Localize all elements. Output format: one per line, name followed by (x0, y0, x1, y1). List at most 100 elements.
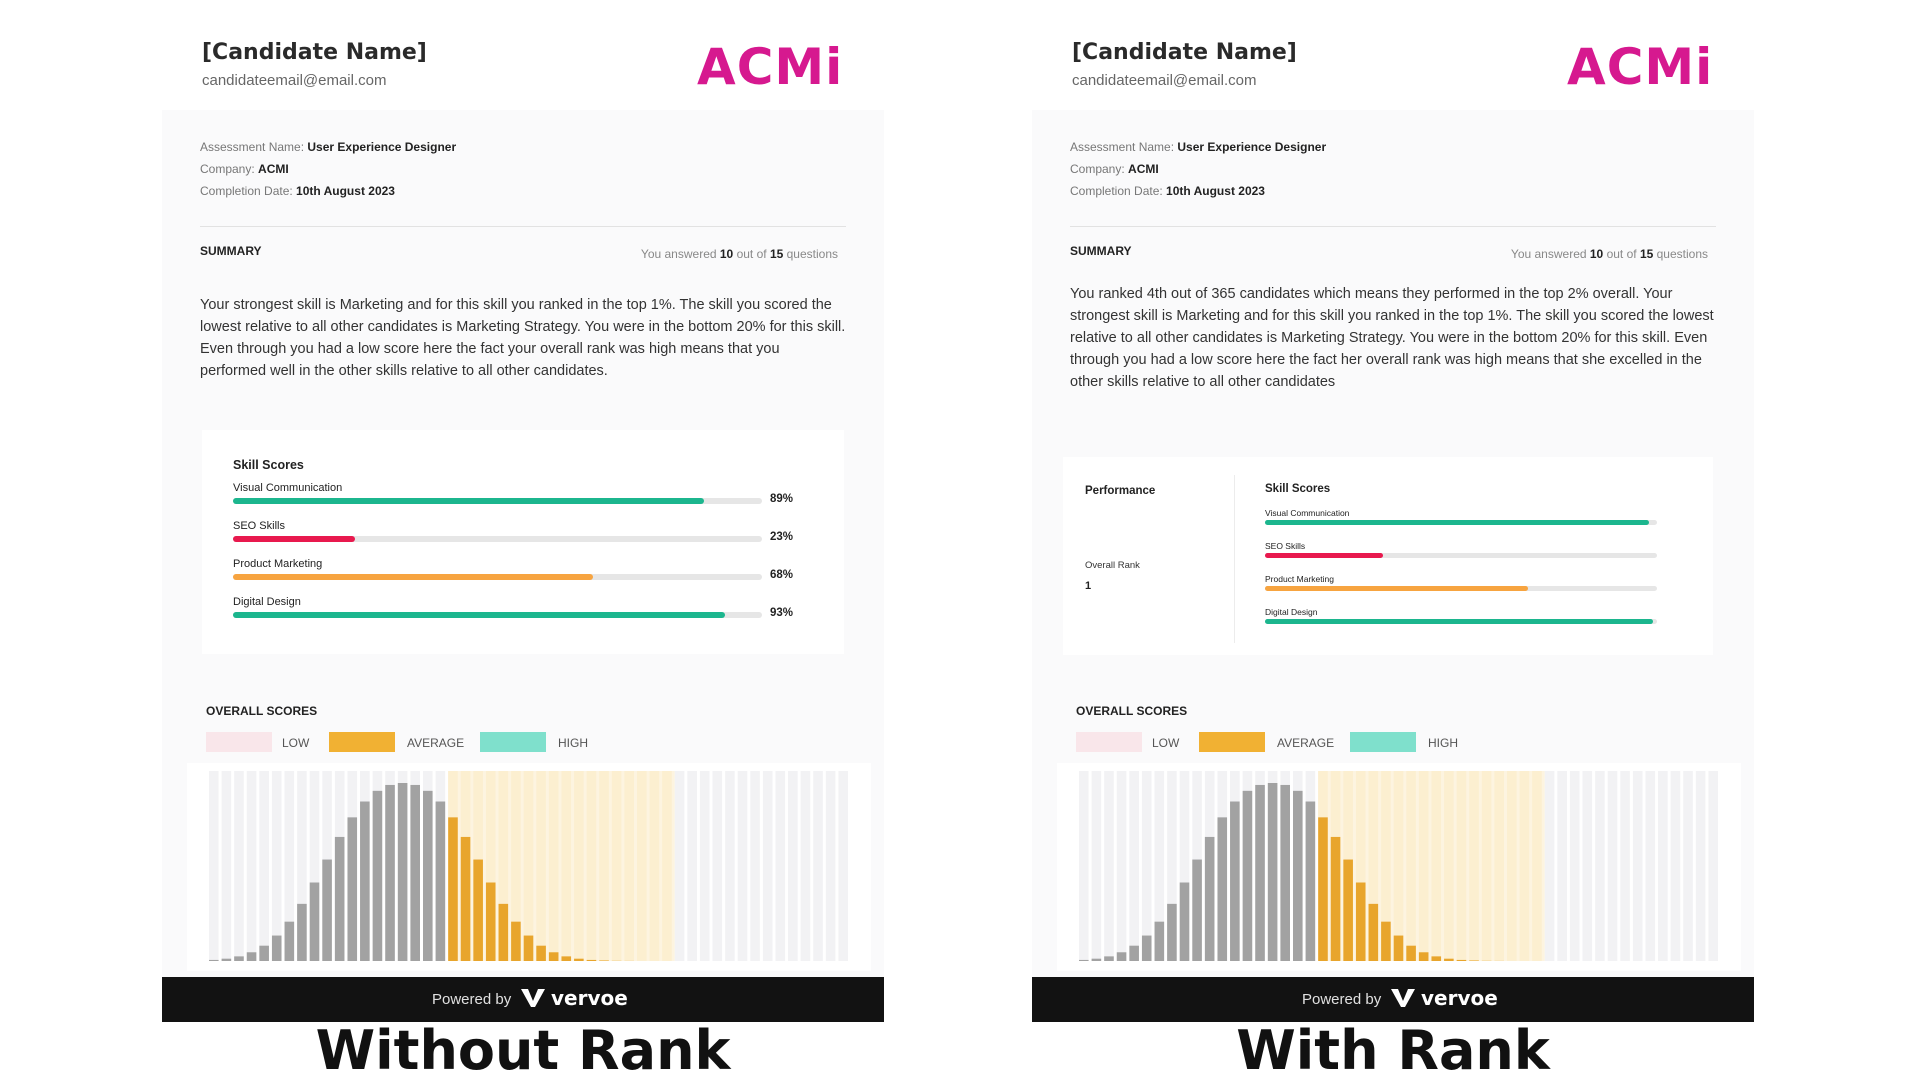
legend-average-label: AVERAGE (407, 736, 464, 750)
chart-column-bg (725, 771, 735, 961)
skill-percent-product-marketing: 68% (770, 569, 793, 581)
chart-bar (373, 791, 383, 961)
assessment-name-row: Assessment Name: User Experience Designe… (1070, 140, 1326, 154)
candidate-email: candidateemail@email.com (202, 72, 386, 89)
skill-bar-track-product-marketing (233, 574, 762, 580)
chart-bar (1331, 837, 1341, 961)
chart-bar (1243, 791, 1253, 961)
chart-bar (1129, 946, 1139, 961)
vervoe-logo-icon (520, 987, 546, 1009)
chart-bar (1356, 883, 1366, 961)
chart-column-bg (1633, 771, 1643, 961)
chart-bar (448, 817, 458, 961)
chart-column-bg (738, 771, 748, 961)
chart-column-bg (536, 771, 546, 961)
chart-bar (1268, 783, 1278, 961)
chart-column-bg (687, 771, 697, 961)
skill-bar-track-seo-skills (1265, 553, 1657, 558)
answered-mid: out of (733, 247, 770, 261)
completion-date-value: 10th August 2023 (1166, 184, 1265, 198)
skill-name-seo-skills: SEO Skills (233, 520, 285, 532)
skill-bar-fill-digital-design (1265, 619, 1653, 624)
chart-bar (1104, 956, 1114, 961)
chart-bar (285, 922, 295, 961)
chart-bar (1431, 956, 1441, 961)
completion-date-row: Completion Date: 10th August 2023 (1070, 184, 1265, 198)
skill-name-digital-design: Digital Design (1265, 607, 1317, 617)
chart-column-bg (1696, 771, 1706, 961)
chart-column-bg (1570, 771, 1580, 961)
skill-scores-title: Skill Scores (233, 458, 304, 472)
chart-bar (574, 959, 584, 961)
company-label: Company: (1070, 162, 1128, 176)
footer-bar: Powered by vervoe (1032, 977, 1754, 1022)
assessment-value: User Experience Designer (307, 140, 456, 154)
legend-low-label: LOW (282, 736, 309, 750)
legend-average-label: AVERAGE (1277, 736, 1334, 750)
assessment-value: User Experience Designer (1177, 140, 1326, 154)
chart-column-bg (1129, 771, 1139, 961)
chart-bar (561, 956, 571, 961)
chart-bar (1293, 791, 1303, 961)
chart-column-bg (1608, 771, 1618, 961)
completion-date-row: Completion Date: 10th August 2023 (200, 184, 395, 198)
chart-column-bg (624, 771, 634, 961)
chart-bar (1155, 922, 1165, 961)
answered-number: 10 (720, 247, 733, 261)
answered-total: 15 (770, 247, 783, 261)
skill-percent-visual-communication: 89% (770, 493, 793, 505)
completion-date-label: Completion Date: (200, 184, 296, 198)
answered-pre: You answered (641, 247, 720, 261)
chart-column-bg (1117, 771, 1127, 961)
chart-column-bg (775, 771, 785, 961)
chart-bar (360, 802, 370, 961)
chart-bar (1406, 946, 1416, 961)
chart-column-bg (524, 771, 534, 961)
chart-column-bg (549, 771, 559, 961)
chart-bar (1192, 860, 1202, 961)
chart-bar (410, 785, 420, 961)
skill-name-product-marketing: Product Marketing (233, 558, 322, 570)
chart-bar (599, 960, 609, 961)
powered-by-text: Powered by (1302, 991, 1381, 1008)
answered-count: You answered 10 out of 15 questions (641, 247, 838, 261)
skill-bar-fill-product-marketing (1265, 586, 1528, 591)
chart-bar (1217, 817, 1227, 961)
report-without-rank: [Candidate Name] candidateemail@email.co… (162, 0, 884, 1080)
chart-column-bg (662, 771, 672, 961)
acmi-logo: ACMi (697, 38, 843, 96)
chart-bar (511, 922, 521, 961)
chart-bar (234, 956, 244, 961)
skill-bar-track-visual-communication (233, 498, 762, 504)
skill-bar-fill-product-marketing (233, 574, 593, 580)
overall-scores-chart (1057, 763, 1741, 971)
chart-bar (1369, 904, 1379, 961)
chart-bar (1167, 904, 1177, 961)
skill-name-visual-communication: Visual Communication (233, 482, 342, 494)
overall-scores-chart (187, 763, 871, 971)
legend-high-swatch (1350, 732, 1416, 752)
chart-bar (1469, 960, 1479, 961)
chart-column-bg (700, 771, 710, 961)
vervoe-brand: vervoe (1421, 986, 1498, 1010)
chart-column-bg (247, 771, 257, 961)
caption-with-rank: With Rank (1032, 1022, 1754, 1080)
footer-bar: Powered by vervoe (162, 977, 884, 1022)
chart-column-bg (574, 771, 584, 961)
chart-column-bg (713, 771, 723, 961)
skill-name-seo-skills: SEO Skills (1265, 541, 1305, 551)
chart-bar (1142, 936, 1152, 961)
overall-scores-title: OVERALL SCORES (1076, 704, 1187, 718)
chart-column-bg (1671, 771, 1681, 961)
legend-high-swatch (480, 732, 546, 752)
performance-title: Performance (1085, 485, 1155, 497)
divider (1070, 226, 1716, 227)
chart-bar (473, 860, 483, 961)
chart-column-bg (1494, 771, 1504, 961)
chart-column-bg (838, 771, 848, 961)
chart-column-bg (675, 771, 685, 961)
chart-bar (423, 791, 433, 961)
report-sheet: Assessment Name: User Experience Designe… (162, 110, 884, 977)
chart-bar (310, 883, 320, 961)
chart-column-bg (1444, 771, 1454, 961)
